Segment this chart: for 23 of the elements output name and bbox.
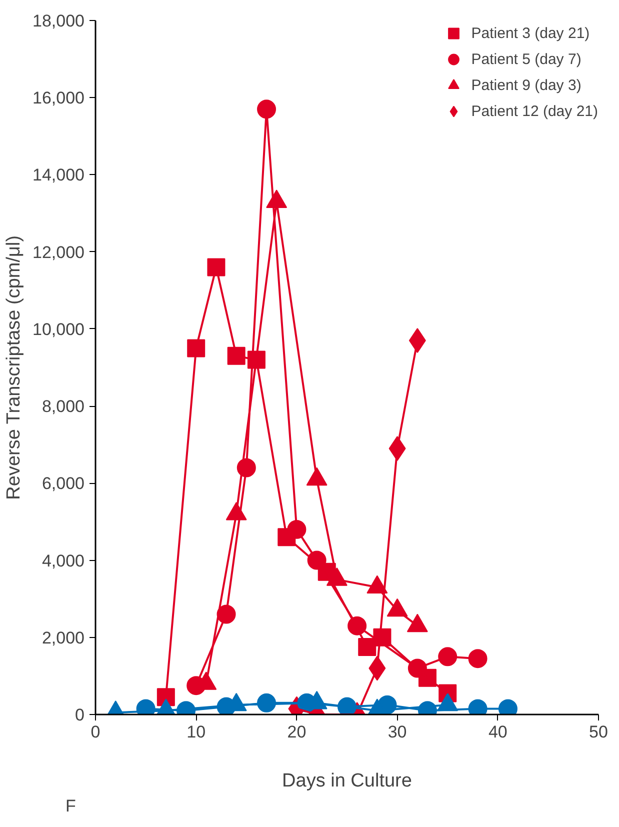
y-tick-label: 16,000 [32, 88, 85, 108]
y-tick-label: 18,000 [32, 12, 85, 30]
y-tick-label: 2,000 [42, 628, 85, 648]
x-tick-label: 30 [388, 722, 407, 742]
x-tick-label: 10 [186, 722, 206, 742]
legend-label: Patient 3 (day 21) [471, 24, 590, 42]
y-tick-label: 12,000 [32, 242, 85, 262]
y-tick-label: 4,000 [42, 551, 85, 570]
x-tick-label: 50 [589, 722, 608, 742]
y-tick-label: 10,000 [32, 320, 85, 339]
x-tick-label: 20 [287, 722, 306, 742]
legend-label: Patient 12 (day 21) [471, 102, 598, 120]
y-axis-title: Reverse Transcriptase (cpm/μl) [4, 235, 25, 500]
text: F [66, 796, 76, 816]
y-tick-label: 6,000 [42, 474, 85, 494]
y-tick-label: 14,000 [32, 166, 85, 185]
x-axis-title: Days in Culture [282, 770, 412, 792]
x-tick-label: 40 [488, 722, 508, 742]
legend-label: Patient 9 (day 3) [471, 76, 582, 94]
x-tick-label: 0 [90, 722, 100, 742]
y-tick-label: 8,000 [42, 397, 85, 416]
legend-label: Patient 5 (day 7) [471, 50, 582, 68]
y-tick-label: 0 [75, 706, 85, 724]
